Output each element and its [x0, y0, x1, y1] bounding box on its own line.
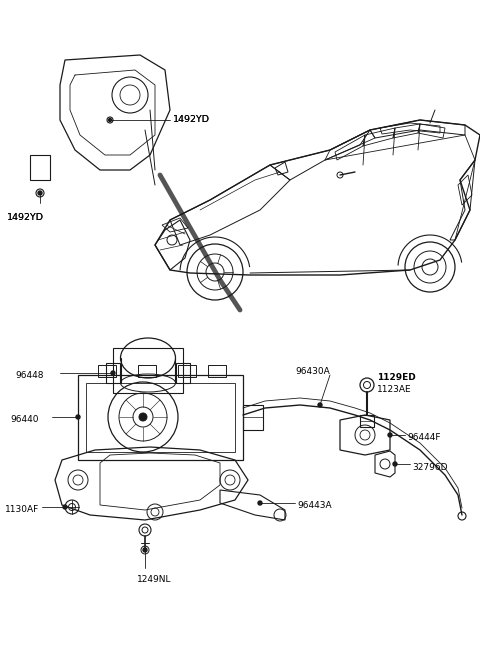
Bar [360, 415, 374, 427]
Text: 1249NL: 1249NL [137, 576, 171, 584]
Bar [78, 375, 243, 460]
Text: 1492YD: 1492YD [173, 115, 210, 124]
Circle shape [318, 403, 322, 407]
Text: 96440: 96440 [10, 415, 38, 424]
Text: 1492YD: 1492YD [173, 115, 210, 124]
Circle shape [258, 501, 262, 505]
Circle shape [388, 433, 392, 437]
Circle shape [393, 462, 397, 466]
Text: 1123AE: 1123AE [377, 386, 412, 394]
Text: 96448: 96448 [15, 371, 44, 381]
Bar [176, 363, 190, 383]
Bar [86, 383, 235, 452]
Text: 96443A: 96443A [297, 502, 332, 510]
Text: 1129ED: 1129ED [377, 373, 416, 381]
Bar [208, 365, 226, 377]
Circle shape [139, 413, 147, 421]
Text: 96430A: 96430A [295, 367, 330, 377]
Circle shape [111, 371, 115, 375]
Circle shape [143, 548, 147, 552]
Bar [98, 365, 116, 377]
Text: 1492YD: 1492YD [7, 212, 44, 221]
Bar [178, 365, 196, 377]
Circle shape [38, 191, 42, 195]
Bar [243, 405, 263, 430]
Text: 96444F: 96444F [407, 434, 441, 443]
Circle shape [108, 119, 111, 121]
Text: 1492YD: 1492YD [7, 212, 44, 221]
Text: 32796D: 32796D [412, 462, 447, 472]
Text: 1130AF: 1130AF [5, 506, 39, 514]
Circle shape [76, 415, 80, 419]
Bar [106, 363, 120, 383]
Bar [138, 365, 156, 377]
Circle shape [63, 505, 67, 509]
